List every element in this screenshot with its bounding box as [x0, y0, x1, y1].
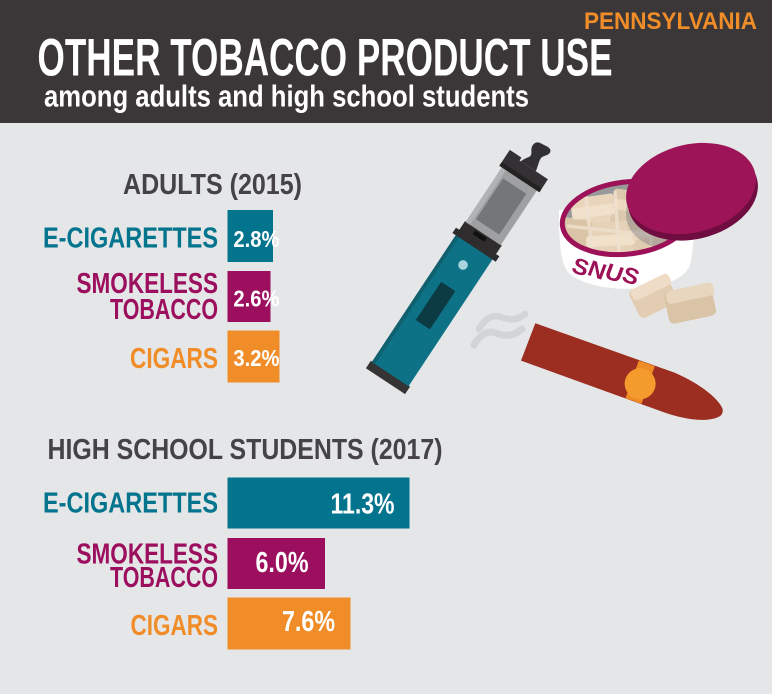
svg-text:2.8%: 2.8%	[233, 226, 279, 252]
svg-text:HIGH SCHOOL STUDENTS (2017): HIGH SCHOOL STUDENTS (2017)	[48, 434, 443, 466]
svg-text:among adults and high school s: among adults and high school students	[44, 79, 529, 114]
svg-text:CIGARS: CIGARS	[131, 610, 219, 642]
svg-text:2.6%: 2.6%	[233, 286, 279, 312]
svg-text:6.0%: 6.0%	[256, 547, 309, 579]
svg-text:SMOKELESS: SMOKELESS	[77, 539, 219, 571]
svg-text:11.3%: 11.3%	[331, 489, 395, 521]
svg-text:OTHER TOBACCO PRODUCT USE: OTHER TOBACCO PRODUCT USE	[38, 29, 613, 88]
svg-text:7.6%: 7.6%	[282, 606, 335, 638]
svg-text:TOBACCO: TOBACCO	[110, 294, 218, 326]
svg-text:ADULTS (2015): ADULTS (2015)	[123, 169, 302, 201]
svg-text:E-CIGARETTES: E-CIGARETTES	[43, 222, 218, 254]
svg-text:E-CIGARETTES: E-CIGARETTES	[43, 487, 218, 519]
svg-text:SMOKELESS: SMOKELESS	[77, 268, 219, 300]
svg-text:TOBACCO: TOBACCO	[110, 562, 218, 594]
svg-text:CIGARS: CIGARS	[130, 343, 218, 375]
svg-text:PENNSYLVANIA: PENNSYLVANIA	[584, 8, 757, 35]
svg-text:3.2%: 3.2%	[233, 345, 279, 371]
